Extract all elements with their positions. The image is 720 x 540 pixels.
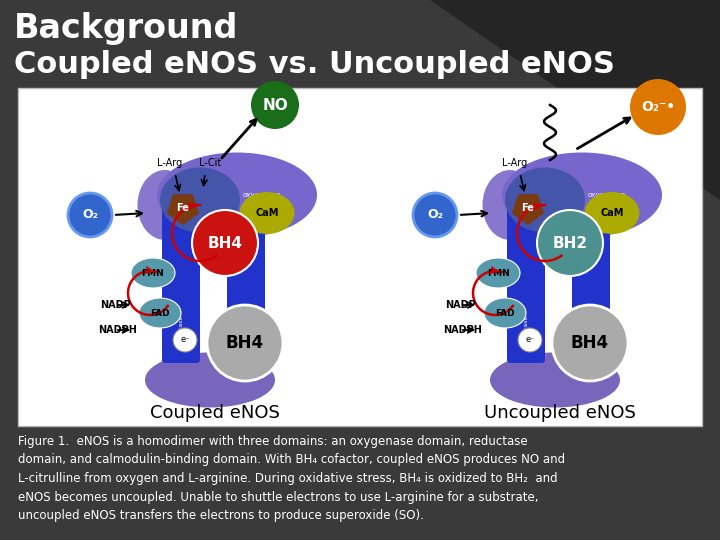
Text: e⁻: e⁻ [180, 335, 190, 345]
Text: O₂: O₂ [427, 208, 443, 221]
Text: NADP: NADP [445, 300, 476, 310]
Ellipse shape [476, 258, 520, 288]
Text: BH4: BH4 [571, 334, 609, 352]
Ellipse shape [131, 258, 175, 288]
Text: Background: Background [14, 12, 238, 45]
Circle shape [518, 328, 542, 352]
Text: NADPH: NADPH [443, 325, 482, 335]
Ellipse shape [490, 353, 620, 408]
Text: NADPH: NADPH [98, 325, 137, 335]
FancyBboxPatch shape [572, 212, 610, 363]
FancyBboxPatch shape [507, 202, 545, 363]
Text: FAD: FAD [495, 308, 515, 318]
Circle shape [207, 305, 283, 381]
Text: NO: NO [262, 98, 288, 112]
Ellipse shape [139, 298, 181, 328]
Circle shape [630, 79, 686, 135]
Circle shape [68, 193, 112, 237]
Ellipse shape [502, 152, 662, 238]
Circle shape [537, 210, 603, 276]
Text: oxygenase: oxygenase [243, 192, 281, 198]
Text: Coupled eNOS vs. Uncoupled eNOS: Coupled eNOS vs. Uncoupled eNOS [14, 50, 615, 79]
Circle shape [552, 305, 628, 381]
FancyBboxPatch shape [18, 88, 702, 426]
Text: FMN: FMN [487, 268, 509, 278]
Ellipse shape [145, 353, 275, 408]
Text: L-Cit: L-Cit [199, 158, 221, 168]
Text: e⁻: e⁻ [525, 335, 535, 345]
Text: BH2: BH2 [552, 235, 588, 251]
Text: Fe: Fe [521, 203, 534, 213]
Ellipse shape [585, 192, 639, 234]
Text: Coupled eNOS: Coupled eNOS [150, 404, 280, 422]
Text: L-Arg: L-Arg [158, 158, 183, 168]
Ellipse shape [138, 170, 192, 240]
Text: Fe: Fe [176, 203, 189, 213]
Text: CaM: CaM [256, 208, 279, 218]
Text: reductase: reductase [179, 314, 184, 346]
Ellipse shape [160, 167, 240, 233]
Ellipse shape [240, 192, 294, 234]
Ellipse shape [484, 298, 526, 328]
Circle shape [251, 81, 299, 129]
Text: CaM: CaM [600, 208, 624, 218]
Text: FAD: FAD [150, 308, 170, 318]
Text: Uncoupled eNOS: Uncoupled eNOS [484, 404, 636, 422]
Text: NADP: NADP [100, 300, 131, 310]
Text: reductase: reductase [523, 314, 528, 346]
FancyBboxPatch shape [227, 212, 265, 363]
FancyBboxPatch shape [162, 202, 200, 363]
Text: O₂: O₂ [82, 208, 98, 221]
Text: Figure 1.  eNOS is a homodimer with three domains: an oxygenase domain, reductas: Figure 1. eNOS is a homodimer with three… [18, 435, 565, 522]
Polygon shape [430, 0, 720, 200]
Text: FMN: FMN [142, 268, 164, 278]
Ellipse shape [482, 170, 538, 240]
Text: BH4: BH4 [207, 235, 243, 251]
Text: O₂⁻•: O₂⁻• [641, 100, 675, 114]
Text: oxygenase: oxygenase [588, 192, 626, 198]
Circle shape [192, 210, 258, 276]
Circle shape [173, 328, 197, 352]
Ellipse shape [157, 152, 317, 238]
Text: BH4: BH4 [226, 334, 264, 352]
Ellipse shape [505, 167, 585, 233]
Text: L-Arg: L-Arg [503, 158, 528, 168]
Circle shape [413, 193, 457, 237]
